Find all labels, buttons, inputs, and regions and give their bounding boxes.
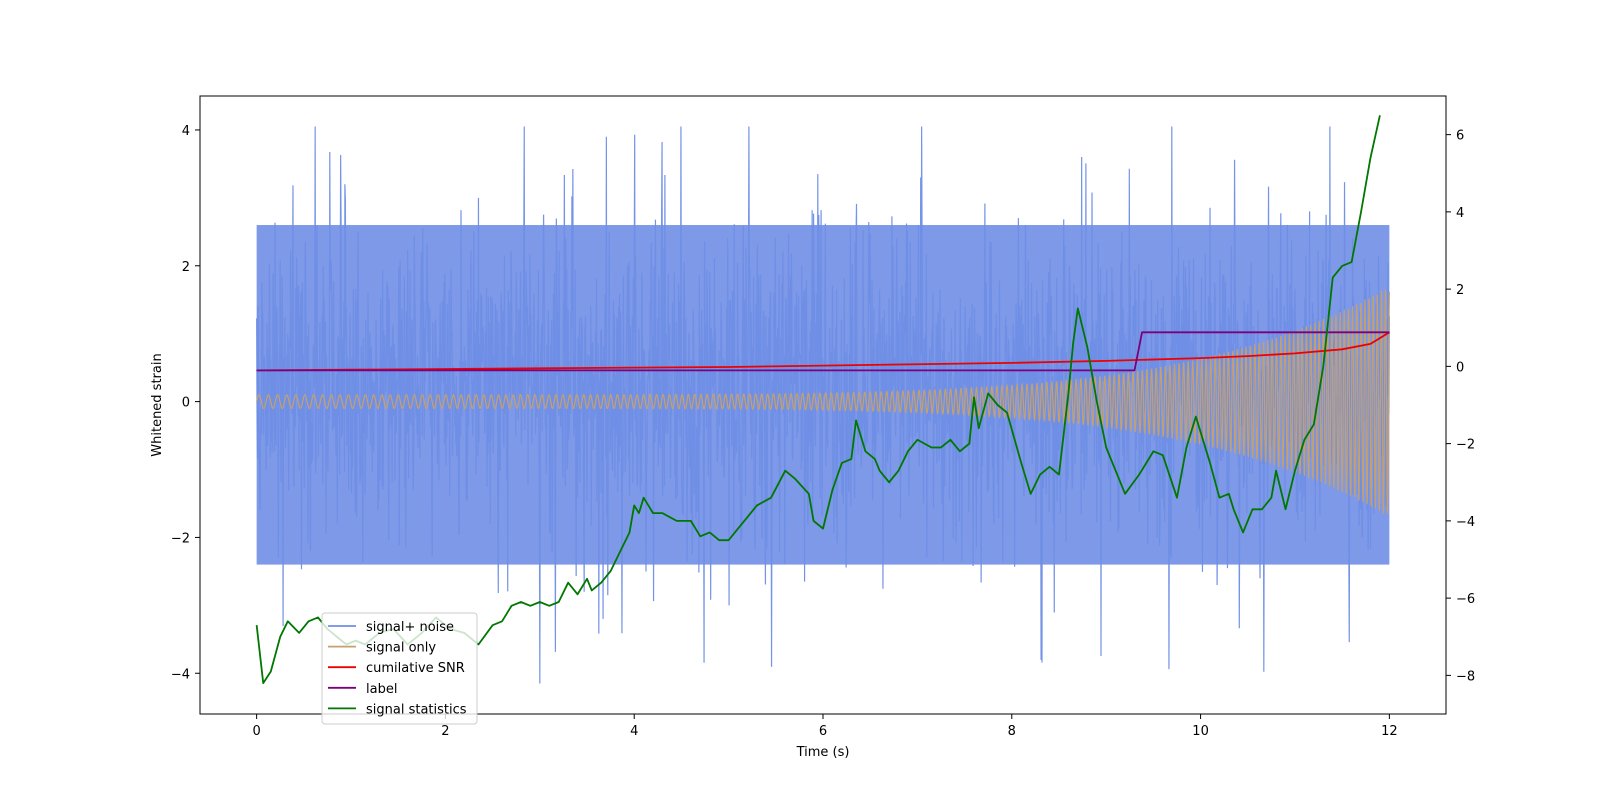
legend: signal+ noise signal only cumilative SNR la… [321,612,478,725]
chirp-layer [256,289,1390,514]
y2-tick-label: −8 [1456,669,1475,684]
x-axis-label: Time (s) [796,745,850,760]
series-signal-only [256,289,1390,514]
legend-label-signal-noise: signal+ noise [366,620,454,635]
y2-tick-label: 6 [1456,129,1464,144]
y2-tick-label: −2 [1456,438,1475,453]
series-cumilative-snr [256,331,1390,372]
legend-box [321,612,478,725]
legend-label-signal-statistics: signal statistics [366,702,467,717]
y2-tick-label: −4 [1456,515,1475,530]
y2-tick-label: 4 [1456,206,1464,221]
y-tick-label: 2 [182,260,190,275]
series-signal-plus-noise [256,126,1390,684]
y-tick-label: −2 [171,531,190,546]
x-tick-label: 0 [252,724,260,739]
series-label [256,331,1390,372]
x-tick-label: 12 [1381,724,1398,739]
x-tick-label: 6 [819,724,827,739]
y-axis-label: Whitened strain [150,353,165,456]
axes: 0 2 4 6 8 10 12 −4 −2 0 2 4 −8 −6 −4 −2 0 2 4 6 [171,124,1475,739]
y2-tick-label: 0 [1456,360,1464,375]
y-tick-label: −4 [171,667,190,682]
x-tick-label: 2 [441,724,449,739]
plot-area [255,115,1390,684]
x-tick-label: 10 [1192,724,1209,739]
x-tick-label: 8 [1008,724,1016,739]
legend-label-label: label [366,682,397,697]
legend-label-signal-only: signal only [366,641,436,656]
y2-tick-label: −6 [1456,592,1475,607]
x-tick-label: 4 [630,724,638,739]
y-tick-label: 0 [182,396,190,411]
legend-label-cumilative-snr: cumilative SNR [366,661,465,676]
y2-tick-label: 2 [1456,283,1464,298]
y-tick-label: 4 [182,124,190,139]
